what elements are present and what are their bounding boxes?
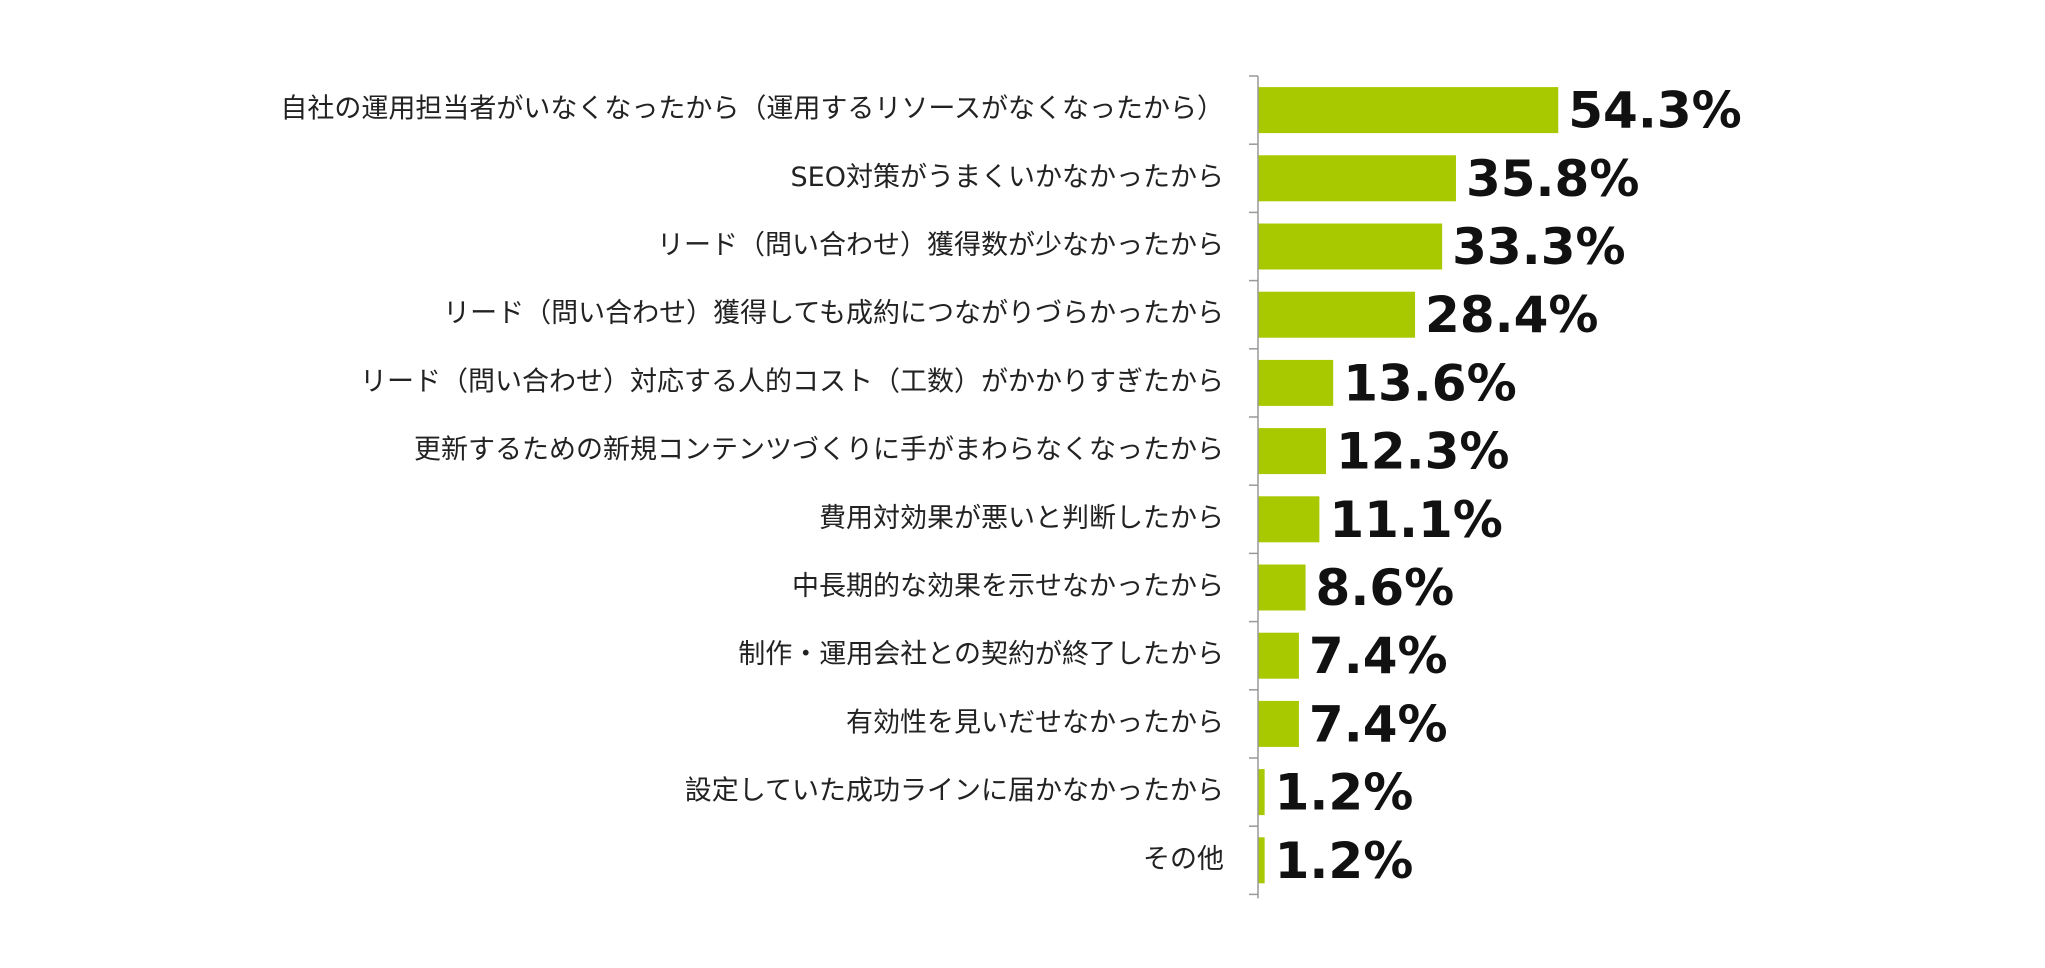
value-label-4: 28.4% <box>1425 286 1598 344</box>
value-label-10: 7.4% <box>1309 695 1448 753</box>
category-label-2: SEO対策がうまくいかなかったから <box>791 162 1224 193</box>
value-label-2: 35.8% <box>1466 150 1639 208</box>
category-label-3: リード（問い合わせ）獲得数が少なかったから <box>657 230 1224 261</box>
value-label-3: 33.3% <box>1452 218 1625 276</box>
category-label-12: その他 <box>1143 844 1224 875</box>
bar-7 <box>1258 496 1320 543</box>
category-label-4: リード（問い合わせ）獲得しても成約につながりづらかったから <box>443 298 1224 329</box>
value-label-7: 11.1% <box>1329 491 1502 549</box>
bar-1 <box>1258 87 1559 134</box>
bar-12 <box>1258 837 1265 884</box>
category-label-6: 更新するための新規コンテンツづくりに手がまわらなくなったから <box>414 435 1224 466</box>
bars-group <box>1258 87 1559 884</box>
bar-4 <box>1258 291 1416 338</box>
category-label-11: 設定していた成功ラインに届かなかったから <box>685 776 1224 807</box>
y-axis-group <box>1249 75 1259 899</box>
bar-5 <box>1258 359 1334 406</box>
category-label-1: 自社の運用担当者がいなくなったから（運用するリソースがなくなったから） <box>280 94 1224 125</box>
bar-10 <box>1258 700 1299 747</box>
category-label-8: 中長期的な効果を示せなかったから <box>792 571 1224 602</box>
bar-6 <box>1258 428 1327 475</box>
value-label-8: 8.6% <box>1316 559 1455 617</box>
value-label-1: 54.3% <box>1568 82 1741 140</box>
bar-2 <box>1258 155 1456 202</box>
value-label-6: 12.3% <box>1336 423 1509 481</box>
category-label-7: 費用対効果が悪いと判断したから <box>819 503 1224 534</box>
category-labels-group: 自社の運用担当者がいなくなったから（運用するリソースがなくなったから） SEO対策… <box>280 94 1224 875</box>
value-label-9: 7.4% <box>1309 627 1448 685</box>
value-label-12: 1.2% <box>1275 832 1414 890</box>
bar-3 <box>1258 223 1443 270</box>
category-label-9: 制作・運用会社との契約が終了したから <box>738 639 1224 670</box>
bar-11 <box>1258 769 1265 816</box>
category-label-5: リード（問い合わせ）対応する人的コスト（工数）がかかりすぎたから <box>360 366 1224 397</box>
category-label-10: 有効性を見いだせなかったから <box>846 707 1224 738</box>
value-labels-group: 54.3% 35.8% 33.3% 28.4% 13.6% 12.3% 11.1% 8.6% 7… <box>1275 82 1742 890</box>
value-label-11: 1.2% <box>1275 764 1414 822</box>
value-label-5: 13.6% <box>1343 354 1516 412</box>
bar-9 <box>1258 632 1299 679</box>
bar-8 <box>1258 564 1306 611</box>
